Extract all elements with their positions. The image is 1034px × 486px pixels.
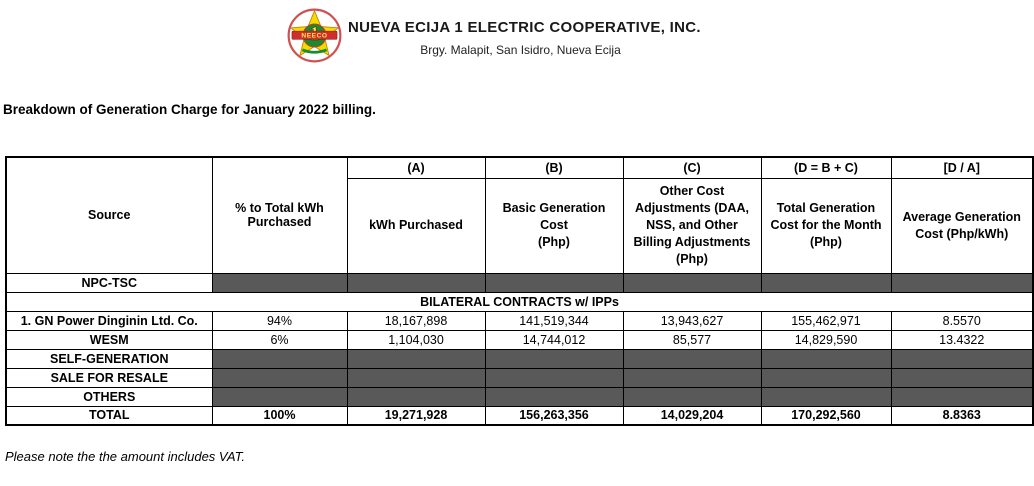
col-header-avg-gen-cost: Average Generation Cost (Php/kWh): [890, 177, 1034, 274]
kwh-cell: 19,271,928: [346, 405, 486, 426]
table-row-bilateral-contracts: BILATERAL CONTRACTS w/ IPPs: [5, 291, 1034, 312]
header-label: Total Generation Cost for the Month: [770, 201, 882, 233]
basic-cost-cell: 141,519,344: [484, 310, 624, 331]
empty-cell: [890, 272, 1034, 293]
org-header: NUEVA ECIJA 1 ELECTRIC COOPERATIVE, INC.…: [348, 19, 701, 57]
header-unit: (Php): [676, 251, 708, 266]
empty-cell: [346, 386, 486, 407]
other-adj-cell: 13,943,627: [622, 310, 762, 331]
empty-cell: [484, 367, 624, 388]
kwh-cell: 18,167,898: [346, 310, 486, 331]
empty-cell: [484, 386, 624, 407]
org-address: Brgy. Malapit, San Isidro, Nueva Ecija: [420, 43, 621, 57]
empty-cell: [484, 348, 624, 369]
vat-footnote: Please note the the amount includes VAT.: [5, 449, 245, 464]
empty-cell: [890, 367, 1034, 388]
empty-cell: [211, 272, 348, 293]
table-row-sale-for-resale: SALE FOR RESALE: [5, 367, 1034, 388]
avg-cost-cell: 8.8363: [890, 405, 1034, 426]
col-header-pct-total: % to Total kWh Purchased: [211, 156, 348, 274]
other-adj-cell: 85,577: [622, 329, 762, 350]
basic-cost-cell: 14,744,012: [484, 329, 624, 350]
empty-cell: [346, 272, 486, 293]
row-label: OTHERS: [5, 386, 213, 407]
empty-cell: [211, 386, 348, 407]
header-unit: (Php): [538, 234, 570, 249]
other-adj-cell: 14,029,204: [622, 405, 762, 426]
col-header-basic-gen-cost: Basic Generation Cost (Php): [484, 177, 624, 274]
table-row-others: OTHERS: [5, 386, 1034, 407]
pct-cell: 6%: [211, 329, 348, 350]
empty-cell: [211, 348, 348, 369]
avg-cost-cell: 8.5570: [890, 310, 1034, 331]
row-label: SALE FOR RESALE: [5, 367, 213, 388]
table-row-wesm: WESM 6% 1,104,030 14,744,012 85,577 14,8…: [5, 329, 1034, 350]
header-label: Other Cost Adjustments (DAA, NSS, and Ot…: [633, 184, 751, 249]
col-header-other-cost-adj: Other Cost Adjustments (DAA, NSS, and Ot…: [622, 177, 762, 274]
col-letter-d-over-a: [D / A]: [890, 156, 1034, 179]
column-letter-row: Source % to Total kWh Purchased (A) (B) …: [5, 156, 1034, 274]
logo-text: NEECO: [301, 33, 327, 40]
empty-cell: [622, 272, 762, 293]
empty-cell: [484, 272, 624, 293]
total-cost-cell: 155,462,971: [760, 310, 892, 331]
basic-cost-cell: 156,263,356: [484, 405, 624, 426]
empty-cell: [890, 348, 1034, 369]
row-label: NPC-TSC: [5, 272, 213, 293]
empty-cell: [760, 272, 892, 293]
table-row-gn-power: 1. GN Power Dinginin Ltd. Co. 94% 18,167…: [5, 310, 1034, 331]
kwh-cell: 1,104,030: [346, 329, 486, 350]
empty-cell: [890, 386, 1034, 407]
col-letter-a: (A): [346, 156, 486, 179]
col-letter-d: (D = B + C): [760, 156, 892, 179]
empty-cell: [622, 386, 762, 407]
empty-cell: [346, 367, 486, 388]
empty-cell: [211, 367, 348, 388]
col-header-total-gen-cost: Total Generation Cost for the Month (Php…: [760, 177, 892, 274]
doc-title: Breakdown of Generation Charge for Janua…: [3, 102, 376, 117]
table-row-npc-tsc: NPC-TSC: [5, 272, 1034, 293]
row-label: 1. GN Power Dinginin Ltd. Co.: [5, 310, 213, 331]
row-label: TOTAL: [5, 405, 213, 426]
avg-cost-cell: 13.4322: [890, 329, 1034, 350]
org-name: NUEVA ECIJA 1 ELECTRIC COOPERATIVE, INC.: [348, 19, 701, 36]
col-header-kwh-purchased: kWh Purchased: [346, 177, 486, 274]
row-label: WESM: [5, 329, 213, 350]
empty-cell: [760, 386, 892, 407]
generation-charge-table: Source % to Total kWh Purchased (A) (B) …: [5, 156, 1034, 426]
table-row-total: TOTAL 100% 19,271,928 156,263,356 14,029…: [5, 405, 1034, 426]
empty-cell: [760, 367, 892, 388]
section-label: BILATERAL CONTRACTS w/ IPPs: [5, 291, 1034, 312]
total-cost-cell: 14,829,590: [760, 329, 892, 350]
col-header-source: Source: [5, 156, 213, 274]
total-cost-cell: 170,292,560: [760, 405, 892, 426]
neeco-logo-icon: 1 NEECO: [287, 8, 342, 63]
empty-cell: [622, 348, 762, 369]
empty-cell: [760, 348, 892, 369]
col-letter-c: (C): [622, 156, 762, 179]
header-unit: (Php): [810, 234, 842, 249]
empty-cell: [622, 367, 762, 388]
row-label: SELF-GENERATION: [5, 348, 213, 369]
pct-cell: 94%: [211, 310, 348, 331]
header-label: Basic Generation Cost: [502, 201, 606, 233]
table-row-self-generation: SELF-GENERATION: [5, 348, 1034, 369]
pct-cell: 100%: [211, 405, 348, 426]
empty-cell: [346, 348, 486, 369]
col-letter-b: (B): [484, 156, 624, 179]
